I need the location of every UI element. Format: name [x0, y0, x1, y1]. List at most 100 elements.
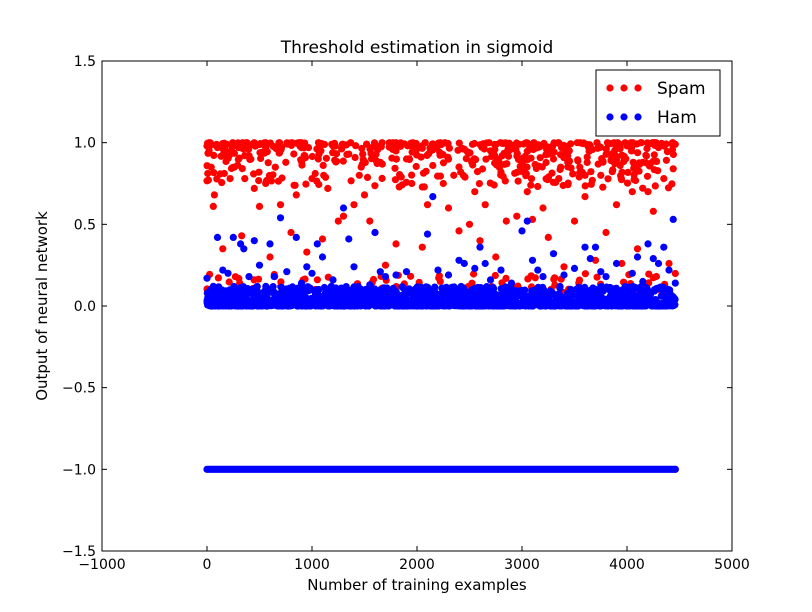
ham-point [634, 302, 642, 310]
ham-point [546, 300, 554, 308]
spam-point [475, 180, 483, 188]
ham-point [288, 283, 297, 291]
spam-point [633, 245, 642, 253]
spam-point [527, 175, 536, 183]
ham-point [612, 259, 621, 268]
spam-point [527, 181, 535, 189]
ham-point [459, 290, 467, 298]
spam-point [608, 168, 616, 176]
spam-point [207, 163, 215, 171]
ham-point [521, 302, 530, 310]
spam-point [495, 157, 503, 165]
spam-point [441, 139, 449, 147]
ham-point [501, 302, 509, 310]
ham-point [631, 283, 639, 291]
spam-point [256, 140, 264, 148]
spam-point [576, 163, 584, 171]
ham-point [481, 259, 489, 268]
ham-point [476, 243, 484, 251]
spam-point [534, 144, 542, 152]
spam-point [643, 145, 651, 153]
ham-point [216, 292, 224, 300]
spam-point [598, 155, 606, 163]
spam-point [622, 155, 630, 163]
spam-point [569, 170, 577, 178]
spam-point [556, 165, 564, 174]
spam-point [315, 180, 323, 189]
spam-point [597, 171, 605, 179]
ham-point [657, 292, 665, 300]
ham-point [242, 293, 250, 302]
spam-point [514, 177, 522, 185]
ham-point [669, 215, 677, 223]
ham-point [649, 255, 657, 263]
ham-point [517, 287, 526, 295]
spam-point [632, 162, 641, 170]
ham-point [530, 299, 539, 307]
spam-point [618, 168, 626, 176]
ham-point [234, 292, 243, 300]
ham-point [570, 264, 579, 272]
x-tick-label: 2000 [399, 557, 435, 573]
ham-point [371, 228, 379, 237]
ham-point [541, 291, 549, 300]
ham-point [282, 301, 290, 309]
spam-point [345, 150, 353, 158]
spam-point [255, 177, 263, 185]
spam-point [359, 150, 367, 158]
spam-point [204, 169, 212, 178]
spam-point [220, 169, 228, 178]
ham-point [656, 283, 664, 291]
ham-point [304, 283, 312, 291]
ham-point [308, 269, 316, 277]
spam-point [352, 142, 360, 150]
spam-point [402, 155, 411, 163]
spam-point [391, 164, 399, 172]
spam-point [549, 178, 557, 186]
spam-point [544, 233, 552, 241]
ham-point [251, 288, 259, 296]
ham-point [356, 295, 364, 303]
spam-point [581, 182, 589, 190]
ham-point [398, 283, 406, 291]
ham-point [203, 274, 211, 282]
spam-point [300, 152, 308, 160]
spam-point [490, 181, 498, 189]
ham-point [424, 283, 432, 291]
spam-point [465, 220, 474, 228]
spam-point [671, 140, 679, 148]
spam-point [473, 168, 482, 176]
ham-point [283, 268, 291, 276]
ham-point [327, 282, 335, 290]
legend-marker-ham [606, 113, 614, 121]
ham-point [255, 261, 264, 269]
legend-marker-ham [634, 113, 642, 121]
legend: Spam Ham [595, 69, 721, 137]
ham-point [654, 259, 663, 268]
ham-point [477, 284, 485, 292]
spam-point [408, 179, 416, 188]
spam-point [460, 145, 468, 153]
spam-point [565, 147, 573, 155]
ham-point [588, 289, 596, 297]
ham-point [644, 240, 652, 248]
spam-point [518, 158, 526, 166]
ham-point [325, 293, 333, 301]
spam-point [282, 158, 290, 166]
spam-point [329, 142, 337, 150]
spam-point [429, 161, 437, 170]
spam-point [419, 169, 428, 177]
spam-point [297, 144, 306, 152]
spam-point [269, 171, 277, 179]
ham-point [270, 273, 278, 281]
ham-point [262, 282, 270, 290]
spam-point [570, 217, 579, 225]
spam-point [630, 171, 638, 179]
ham-point [370, 294, 378, 302]
ham-point [507, 279, 516, 287]
ham-point [249, 301, 257, 309]
spam-point [418, 183, 426, 191]
ham-point [269, 283, 277, 291]
x-tick-label: 5000 [714, 557, 750, 573]
spam-point [560, 263, 568, 271]
